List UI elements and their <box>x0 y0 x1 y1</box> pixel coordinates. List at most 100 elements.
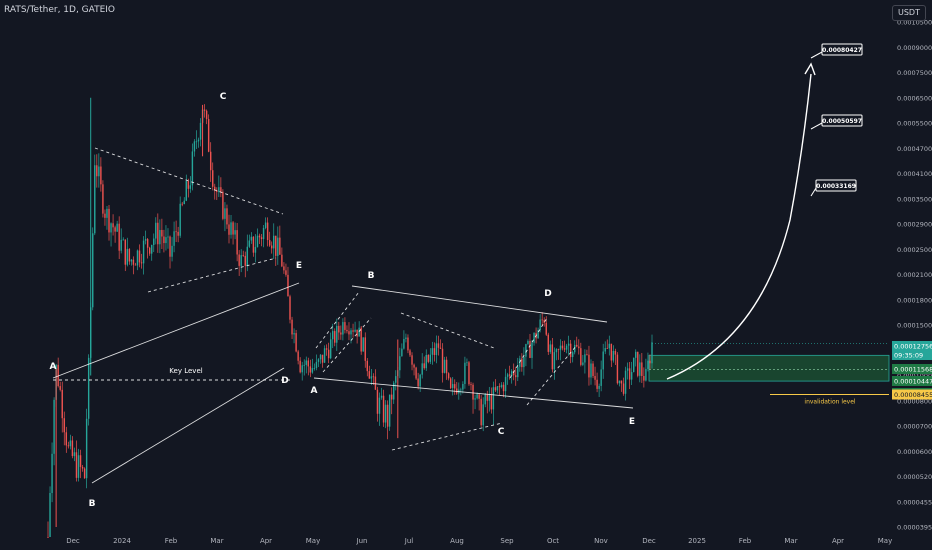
candle-body <box>244 255 246 266</box>
candle-body <box>185 181 188 201</box>
candle-body <box>628 368 631 380</box>
candle-body <box>612 350 615 361</box>
candle-body <box>279 237 281 255</box>
candle-body <box>527 340 529 345</box>
candle-body <box>303 364 305 366</box>
candle-body <box>301 365 303 373</box>
candle-body <box>270 245 273 249</box>
candle-body <box>291 319 293 335</box>
candle-body <box>79 455 82 467</box>
candle-body <box>393 382 395 400</box>
candle-body <box>193 141 196 152</box>
y-tick-label: 0.00003950 <box>897 524 932 532</box>
candle-body <box>266 222 269 241</box>
candle-body <box>496 386 499 391</box>
candle-body <box>356 329 358 337</box>
candle-body <box>273 235 275 249</box>
candle-body <box>92 233 94 308</box>
candle-body <box>368 371 371 379</box>
candle-body <box>533 332 535 343</box>
candle-body <box>437 343 440 348</box>
candle-body <box>332 331 334 340</box>
x-tick-label: Mar <box>210 537 223 545</box>
candle-body <box>569 343 572 358</box>
candle-body <box>508 374 511 376</box>
candle-body <box>100 166 102 185</box>
wedge-lower <box>91 367 285 484</box>
pattern-drawings: Key Level A B C D E A B C D E <box>50 92 636 509</box>
invalidation-label: invalidation level <box>804 398 856 405</box>
candle-body <box>517 366 519 378</box>
candle-body <box>622 383 625 394</box>
candle-body <box>635 351 637 358</box>
sub-down-1 <box>400 312 495 349</box>
candle-body <box>618 380 621 384</box>
wave-label: E <box>629 417 635 427</box>
candle-body <box>336 325 338 343</box>
candle-body <box>240 255 242 266</box>
candle-body <box>563 348 566 350</box>
candle-body <box>602 351 604 370</box>
candle-body <box>264 222 267 228</box>
candle-body <box>484 394 486 405</box>
candle-body <box>128 248 131 262</box>
x-tick-label: Dec <box>66 537 80 545</box>
candle-body <box>639 362 641 376</box>
candle-body <box>590 363 592 378</box>
x-tick-label: Aug <box>450 537 464 545</box>
target-pointer <box>810 122 823 130</box>
candle-body <box>319 354 322 360</box>
candle-body <box>364 337 366 361</box>
candle-body <box>59 386 61 390</box>
candle-body <box>136 250 139 266</box>
wave-label: C <box>498 427 505 437</box>
candle-body <box>515 375 517 378</box>
candle-body <box>197 139 200 142</box>
candle-body <box>287 274 289 297</box>
candle-body <box>433 348 436 356</box>
candle-body <box>199 122 202 140</box>
candle-body <box>175 231 177 233</box>
candle-body <box>651 342 653 364</box>
candle-body <box>551 344 554 370</box>
candle-body <box>297 351 299 361</box>
candle-body <box>159 230 161 245</box>
symbol-title[interactable]: RATS/Tether, 1D, GATEIO <box>4 5 116 15</box>
wave-label: E <box>296 261 302 271</box>
candle-body <box>578 346 580 349</box>
price-tag-box <box>892 350 932 360</box>
candle-body <box>153 238 155 246</box>
candle-body <box>529 340 531 358</box>
candle-body <box>179 203 181 236</box>
triangle-upper <box>94 147 284 215</box>
candle-body <box>289 296 291 320</box>
candle-body <box>376 389 379 414</box>
candle-body <box>124 239 126 265</box>
candle-body <box>340 332 342 335</box>
candle-body <box>51 453 53 494</box>
candle-body <box>571 352 574 358</box>
candle-body <box>510 371 513 376</box>
candle-body <box>338 325 340 333</box>
x-tick-label: Jul <box>404 537 414 545</box>
buy-zone-rect <box>648 354 890 382</box>
candle-body <box>545 322 547 335</box>
candle-body <box>574 344 576 353</box>
candle-body <box>421 363 423 375</box>
candle-body <box>75 452 78 478</box>
candle-body <box>230 222 232 235</box>
currency-button[interactable]: USDT <box>892 5 926 21</box>
candle-body <box>207 119 210 152</box>
candle-body <box>71 440 74 457</box>
candle-body <box>506 374 509 377</box>
candle-body <box>329 339 332 359</box>
candle-body <box>252 236 255 253</box>
candle-body <box>281 254 283 267</box>
candle-body <box>419 374 421 387</box>
candle-body <box>161 230 163 237</box>
